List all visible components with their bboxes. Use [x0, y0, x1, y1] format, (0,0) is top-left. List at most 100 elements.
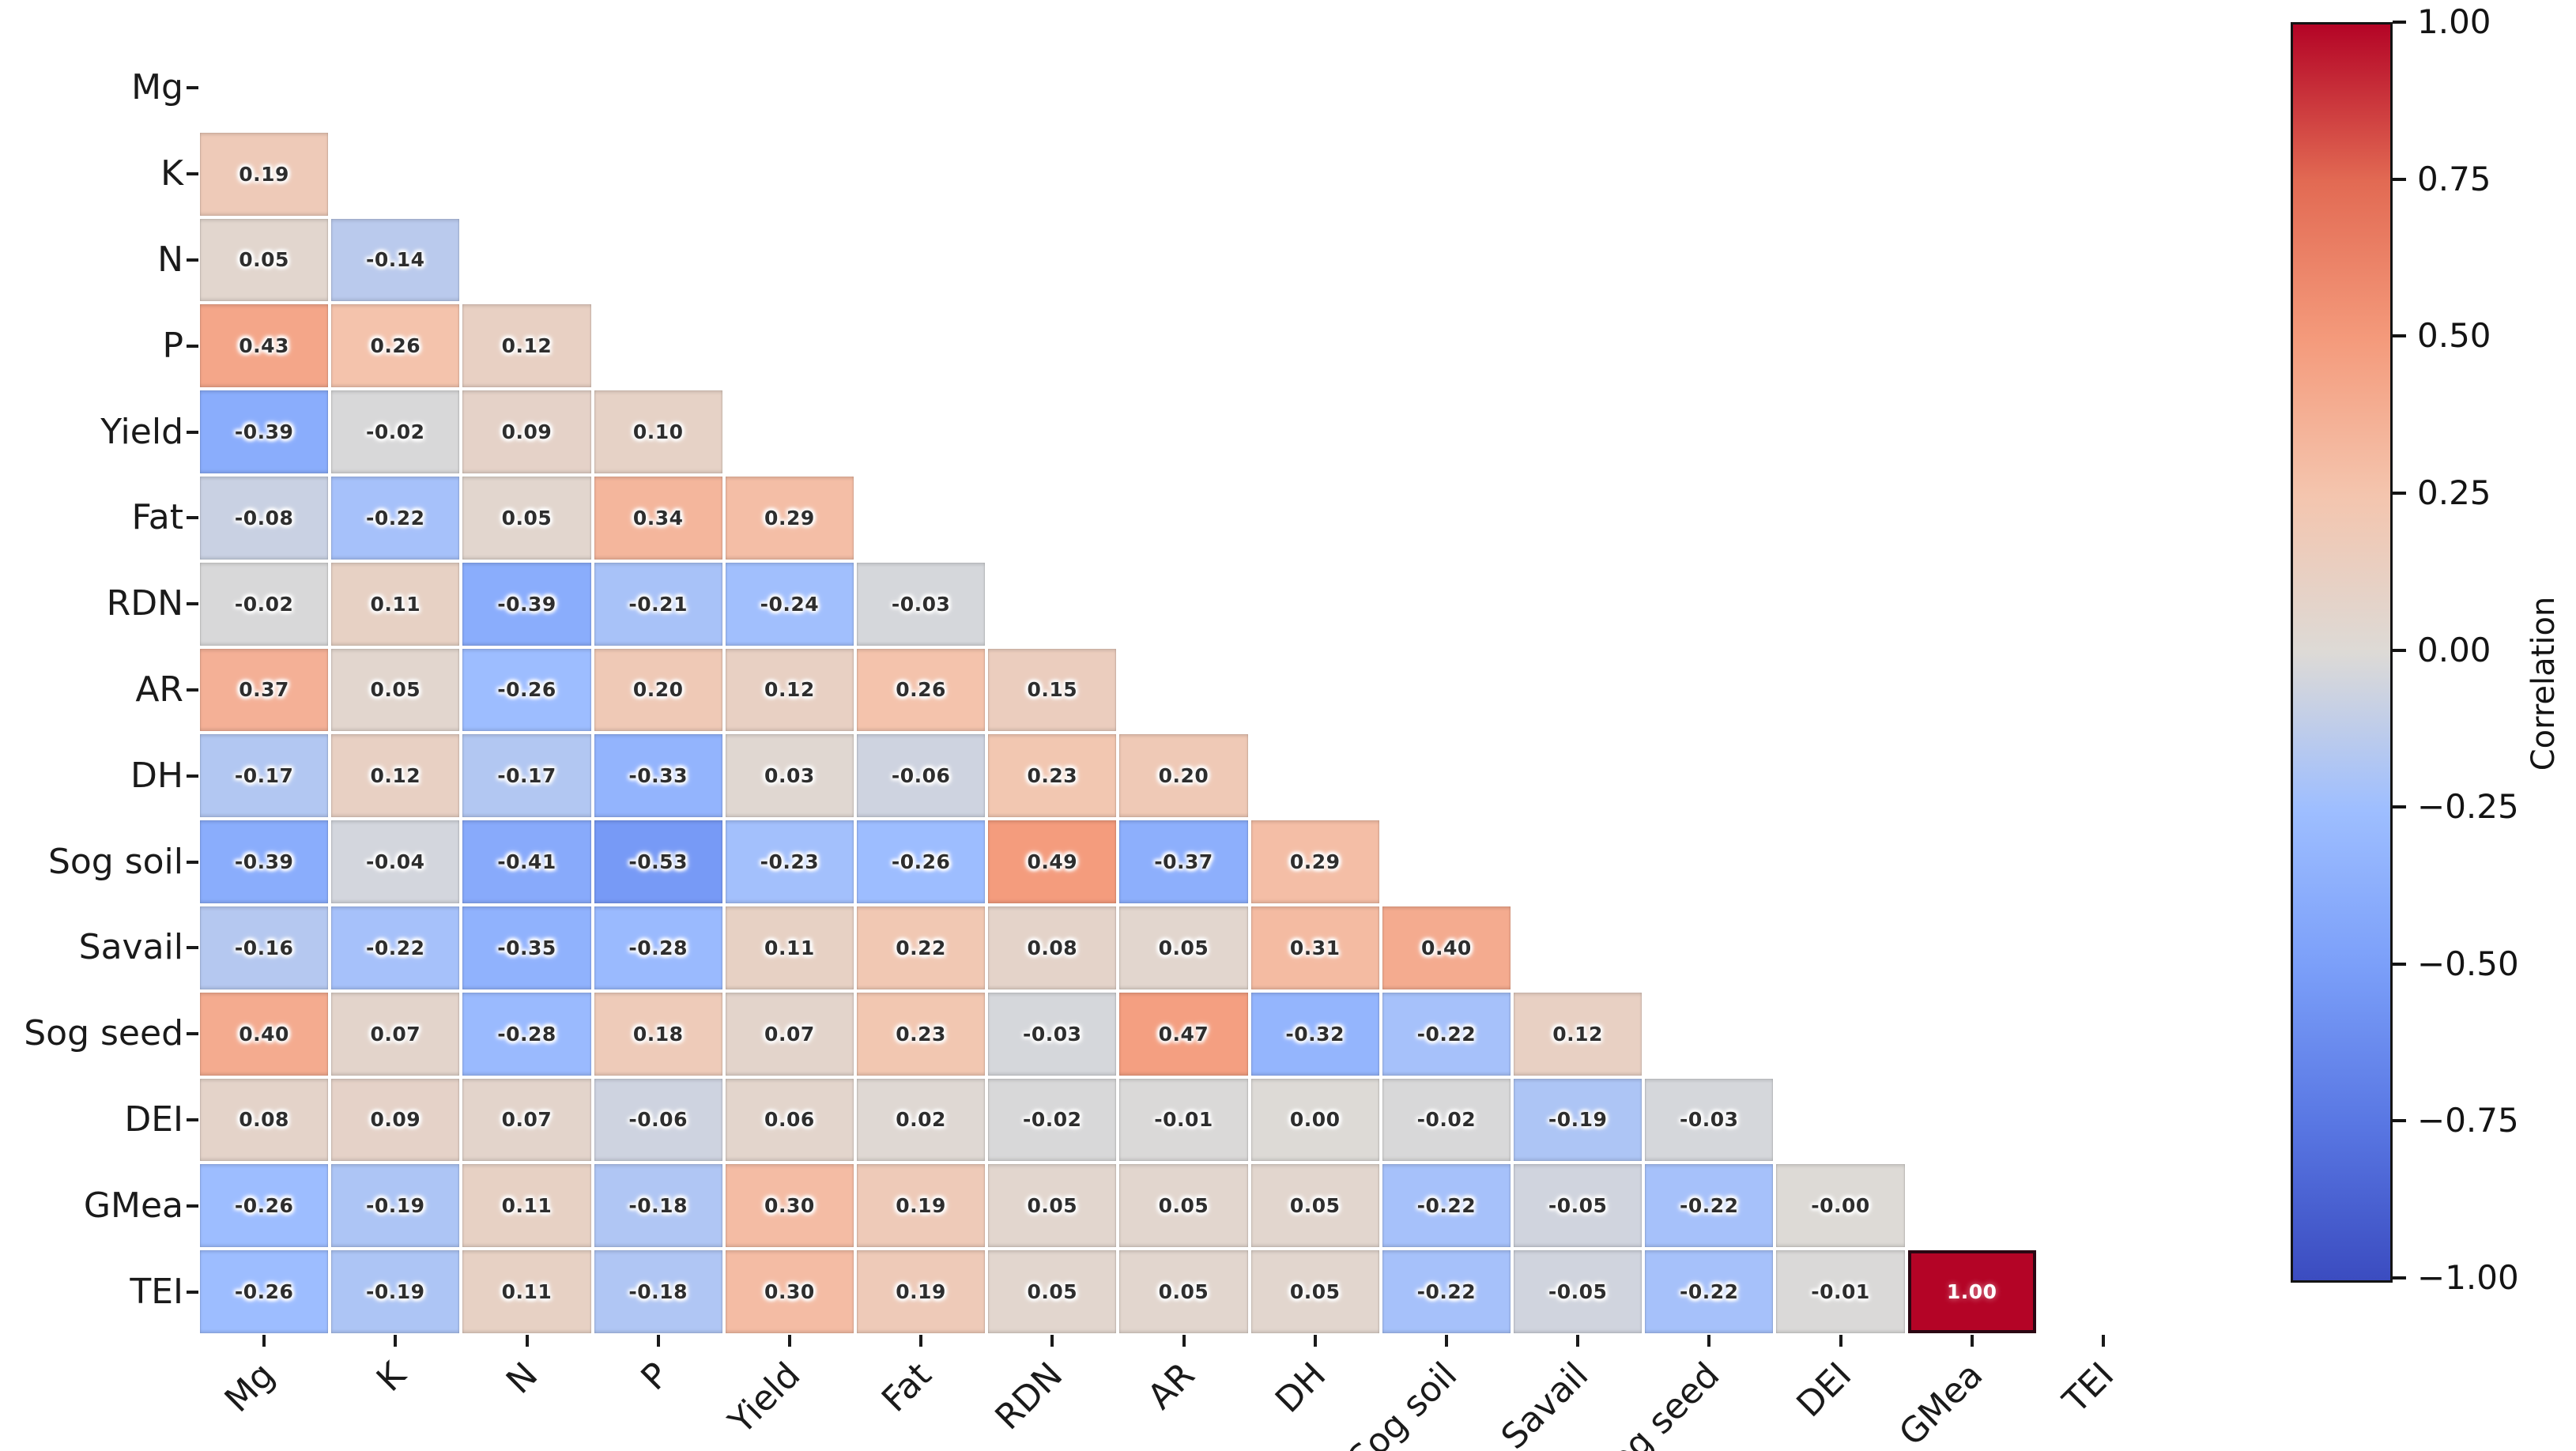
heatmap-cell-n-k: -0.14	[331, 218, 460, 302]
heatmap-cell-savail-n: -0.35	[462, 906, 591, 989]
heatmap-cell-dei-dh: 0.00	[1250, 1078, 1379, 1162]
heatmap-cell-gmea-dei: -0.00	[1776, 1164, 1905, 1248]
heatmap-cell-savail-dh: 0.31	[1250, 906, 1379, 989]
heatmap-cell-sog-seed-dh: -0.32	[1250, 992, 1379, 1076]
y-axis-label-tei: TEI	[130, 1271, 183, 1312]
heatmap-cell-dh-yield: 0.03	[725, 734, 854, 818]
heatmap-cell-sog-soil-rdn: 0.49	[988, 820, 1117, 903]
heatmap-cell-sog-soil-n: -0.41	[462, 820, 591, 903]
heatmap-cell-dh-n: -0.17	[462, 734, 591, 818]
heatmap-cell-yield-n: 0.09	[462, 390, 591, 473]
x-axis-label-mg: Mg	[217, 1355, 283, 1420]
heatmap-cell-dei-k: 0.09	[331, 1078, 460, 1162]
heatmap-cell-tei-sog-seed: -0.22	[1645, 1250, 1774, 1333]
colorbar-tick	[2393, 805, 2406, 809]
heatmap-cell-sog-soil-mg: -0.39	[200, 820, 329, 903]
heatmap-cell-tei-mg: -0.26	[200, 1250, 329, 1333]
x-axis-tick	[1313, 1335, 1317, 1347]
heatmap-cell-tei-dh: 0.05	[1250, 1250, 1379, 1333]
heatmap-cell-yield-k: -0.02	[331, 390, 460, 473]
x-axis-tick	[394, 1335, 398, 1347]
y-axis-label-sog-soil: Sog soil	[47, 841, 183, 882]
heatmap-cell-gmea-sog-seed: -0.22	[1645, 1164, 1774, 1248]
y-axis-tick	[187, 860, 198, 864]
y-axis-label-k: K	[160, 153, 183, 194]
heatmap-cell-sog-soil-yield: -0.23	[725, 820, 854, 903]
y-axis-label-yield: Yield	[100, 411, 183, 452]
colorbar-tick-label: −0.75	[2417, 1101, 2519, 1140]
y-axis-label-sog-seed: Sog seed	[24, 1013, 183, 1054]
heatmap-cell-gmea-k: -0.19	[331, 1164, 460, 1248]
y-axis-tick	[187, 1118, 198, 1121]
heatmap-cell-tei-rdn: 0.05	[988, 1250, 1117, 1333]
y-axis-label-dei: DEI	[124, 1099, 183, 1140]
x-axis-tick	[1576, 1335, 1580, 1347]
heatmap-cell-tei-p: -0.18	[594, 1250, 722, 1333]
heatmap-cell-fat-p: 0.34	[594, 477, 722, 560]
y-axis-label-mg: Mg	[131, 67, 183, 108]
x-axis-tick	[1707, 1335, 1711, 1347]
heatmap-cell-yield-mg: -0.39	[200, 390, 329, 473]
x-axis-tick	[1839, 1335, 1842, 1347]
colorbar-tick	[2393, 648, 2406, 652]
heatmap-cell-tei-fat: 0.19	[857, 1250, 986, 1333]
x-axis-tick	[1444, 1335, 1448, 1347]
heatmap-cell-dei-fat: 0.02	[857, 1078, 986, 1162]
colorbar-tick	[2393, 1119, 2406, 1123]
x-axis-tick	[525, 1335, 529, 1347]
x-axis-tick	[1182, 1335, 1186, 1347]
heatmap-cell-sog-seed-k: 0.07	[331, 992, 460, 1076]
heatmap-cell-fat-n: 0.05	[462, 477, 591, 560]
heatmap-cell-savail-sog-soil: 0.40	[1382, 906, 1511, 989]
heatmap-cell-savail-k: -0.22	[331, 906, 460, 989]
colorbar-tick-label: −0.25	[2417, 787, 2519, 827]
y-axis-tick	[187, 1032, 198, 1036]
heatmap-cell-n-mg: 0.05	[200, 218, 329, 302]
heatmap-cell-dei-sog-soil: -0.02	[1382, 1078, 1511, 1162]
heatmap-cell-sog-seed-savail: 0.12	[1514, 992, 1643, 1076]
y-axis-tick	[187, 688, 198, 692]
heatmap-cell-gmea-mg: -0.26	[200, 1164, 329, 1248]
colorbar-tick-label: 0.50	[2417, 316, 2491, 356]
y-axis-tick	[187, 516, 198, 520]
heatmap-cell-ar-n: -0.26	[462, 648, 591, 732]
heatmap-cell-tei-dei: -0.01	[1776, 1250, 1905, 1333]
colorbar-tick-label: −1.00	[2417, 1258, 2519, 1297]
heatmap-cell-ar-k: 0.05	[331, 648, 460, 732]
heatmap-cell-rdn-k: 0.11	[331, 562, 460, 646]
heatmap-cell-savail-fat: 0.22	[857, 906, 986, 989]
heatmap-cell-sog-seed-yield: 0.07	[725, 992, 854, 1076]
x-axis-tick	[656, 1335, 660, 1347]
heatmap-cell-sog-seed-p: 0.18	[594, 992, 722, 1076]
y-axis-label-savail: Savail	[78, 927, 183, 968]
heatmap-cell-sog-soil-p: -0.53	[594, 820, 722, 903]
heatmap-cell-savail-mg: -0.16	[200, 906, 329, 989]
heatmap-cell-fat-mg: -0.08	[200, 477, 329, 560]
heatmap-cell-rdn-yield: -0.24	[725, 562, 854, 646]
heatmap-cell-ar-fat: 0.26	[857, 648, 986, 732]
heatmap-cell-sog-seed-ar: 0.47	[1119, 992, 1248, 1076]
heatmap-cell-dei-ar: -0.01	[1119, 1078, 1248, 1162]
colorbar-tick-label: 0.25	[2417, 473, 2491, 512]
heatmap-cell-sog-soil-k: -0.04	[331, 820, 460, 903]
y-axis-label-dh: DH	[130, 755, 183, 796]
heatmap-cell-ar-mg: 0.37	[200, 648, 329, 732]
heatmap-cell-dei-p: -0.06	[594, 1078, 722, 1162]
heatmap-cell-dh-mg: -0.17	[200, 734, 329, 818]
heatmap-cell-gmea-rdn: 0.05	[988, 1164, 1117, 1248]
colorbar-tick-label: −0.50	[2417, 944, 2519, 983]
y-axis-label-gmea: GMea	[83, 1185, 183, 1226]
y-axis-label-fat: Fat	[131, 497, 183, 538]
y-axis-label-rdn: RDN	[106, 583, 183, 624]
y-axis-tick	[187, 86, 198, 90]
colorbar-tick-label: 0.00	[2417, 630, 2491, 669]
heatmap-cell-ar-rdn: 0.15	[988, 648, 1117, 732]
colorbar	[2291, 22, 2393, 1283]
y-axis-label-ar: AR	[135, 669, 183, 710]
heatmap-cell-tei-n: 0.11	[462, 1250, 591, 1333]
heatmap-cell-sog-soil-ar: -0.37	[1119, 820, 1248, 903]
y-axis-tick	[187, 172, 198, 176]
y-axis-tick	[187, 344, 198, 348]
heatmap-cell-rdn-n: -0.39	[462, 562, 591, 646]
